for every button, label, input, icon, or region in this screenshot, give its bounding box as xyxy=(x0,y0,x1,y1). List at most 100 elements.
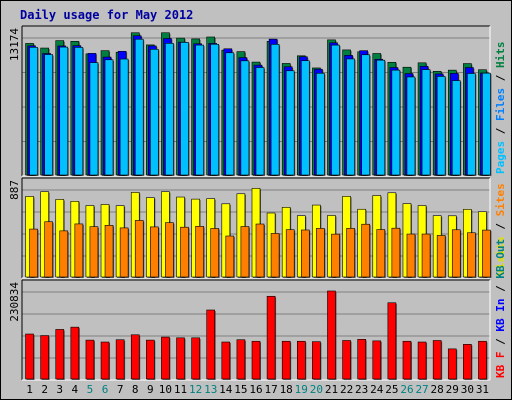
x-tick-label-13: 13 xyxy=(204,383,217,396)
bar-sites-day-17 xyxy=(270,233,280,278)
x-tick-label-18: 18 xyxy=(280,383,293,396)
legend-entry: KB F xyxy=(494,352,507,379)
bar-pages-day-21 xyxy=(331,44,340,176)
y-max-label: 230834 xyxy=(8,282,21,322)
bar-pages-day-19 xyxy=(300,60,310,176)
bar-kb-f-day-5 xyxy=(85,339,95,380)
panel-legend: Visits / Sites xyxy=(494,183,507,276)
legend-entry: Visits xyxy=(494,236,507,276)
bar-pages-day-15 xyxy=(240,60,250,176)
bar-pages-day-10 xyxy=(165,43,174,176)
legend-entry: Files xyxy=(494,88,507,121)
bar-sites-day-5 xyxy=(89,226,99,278)
bar-pages-day-14 xyxy=(225,52,235,176)
bar-sites-day-2 xyxy=(44,221,53,278)
bar-sites-day-29 xyxy=(451,229,461,278)
panel-legend: Pages / Files / Hits xyxy=(494,42,507,175)
x-tick-label-22: 22 xyxy=(340,383,353,396)
x-tick-label-20: 20 xyxy=(310,383,323,396)
bar-sites-day-20 xyxy=(316,228,325,278)
x-tick-label-2: 2 xyxy=(41,383,48,396)
x-tick-label-15: 15 xyxy=(234,383,247,396)
bar-pages-day-6 xyxy=(104,59,114,176)
bar-pages-day-4 xyxy=(74,47,84,176)
bar-kb-f-day-21 xyxy=(327,290,336,380)
bar-sites-day-6 xyxy=(104,225,114,278)
x-tick-label-31: 31 xyxy=(476,383,489,396)
bar-pages-day-1 xyxy=(29,47,38,176)
bar-kb-f-day-17 xyxy=(266,295,276,380)
legend-entry: Hits xyxy=(494,42,507,69)
bar-kb-f-day-1 xyxy=(25,333,34,380)
x-tick-label-27: 27 xyxy=(415,383,428,396)
x-tick-label-19: 19 xyxy=(295,383,308,396)
bar-pages-day-28 xyxy=(436,76,446,176)
legend-entry: KB In xyxy=(494,299,507,332)
x-tick-label-25: 25 xyxy=(385,383,398,396)
x-tick-label-5: 5 xyxy=(87,383,94,396)
bar-kb-f-day-2 xyxy=(40,335,49,380)
bar-pages-day-7 xyxy=(119,58,129,176)
x-tick-label-3: 3 xyxy=(56,383,63,396)
bar-sites-day-10 xyxy=(165,222,174,278)
bar-sites-day-26 xyxy=(406,233,416,278)
x-tick-label-11: 11 xyxy=(174,383,187,396)
bar-sites-day-22 xyxy=(346,228,355,278)
x-tick-label-28: 28 xyxy=(431,383,444,396)
bar-sites-day-9 xyxy=(150,226,159,278)
bar-pages-day-8 xyxy=(134,38,144,176)
bar-sites-day-13 xyxy=(210,228,220,278)
legend-entry: KB Out xyxy=(494,239,507,279)
bar-sites-day-24 xyxy=(376,229,386,278)
bar-kb-f-day-18 xyxy=(281,340,291,380)
bar-sites-day-30 xyxy=(467,232,476,278)
x-tick-label-9: 9 xyxy=(147,383,154,396)
legend-entry: / xyxy=(494,68,507,88)
bar-pages-day-26 xyxy=(406,76,416,176)
panel-visits-sites: 887 Visits / Sites xyxy=(8,177,507,279)
bar-kb-f-day-19 xyxy=(296,340,306,380)
legend-entry: / xyxy=(494,121,507,141)
bar-pages-day-11 xyxy=(180,42,189,176)
x-tick-label-26: 26 xyxy=(400,383,413,396)
panel-kbf-kbin-kbout: 230834 KB F / KB In / KB Out xyxy=(8,239,507,381)
bar-pages-day-13 xyxy=(210,43,220,176)
x-tick-label-24: 24 xyxy=(370,383,384,396)
x-tick-label-23: 23 xyxy=(355,383,368,396)
bar-sites-day-4 xyxy=(74,223,84,278)
bar-kb-f-day-30 xyxy=(463,344,472,380)
bar-kb-f-day-31 xyxy=(478,340,487,380)
x-tick-label-1: 1 xyxy=(26,383,33,396)
y-max-label: 887 xyxy=(8,180,21,200)
bar-pages-day-9 xyxy=(150,48,159,176)
bar-kb-f-day-9 xyxy=(146,339,155,380)
legend-entry: / xyxy=(494,279,507,299)
x-tick-label-6: 6 xyxy=(102,383,109,396)
bar-sites-day-27 xyxy=(421,233,431,278)
x-tick-label-14: 14 xyxy=(219,383,233,396)
bar-kb-f-day-15 xyxy=(236,339,246,380)
bar-sites-day-12 xyxy=(195,226,204,278)
bar-pages-day-22 xyxy=(346,58,355,176)
bar-sites-day-18 xyxy=(285,229,295,278)
x-tick-label-7: 7 xyxy=(117,383,124,396)
bar-pages-day-18 xyxy=(285,70,295,176)
bar-kb-f-day-25 xyxy=(387,302,397,380)
bar-sites-day-21 xyxy=(331,233,340,278)
bar-sites-day-11 xyxy=(180,226,189,278)
x-tick-label-29: 29 xyxy=(446,383,459,396)
bar-kb-f-day-16 xyxy=(251,340,261,380)
bar-sites-day-3 xyxy=(59,230,69,278)
bar-pages-day-23 xyxy=(361,54,370,176)
bar-sites-day-19 xyxy=(300,229,310,278)
bar-kb-f-day-4 xyxy=(70,326,80,380)
bar-kb-f-day-23 xyxy=(357,339,366,380)
bar-pages-day-29 xyxy=(451,80,461,176)
legend-entry: Pages xyxy=(494,141,507,174)
bar-pages-day-20 xyxy=(316,72,325,176)
bar-sites-day-28 xyxy=(436,235,446,278)
x-tick-label-30: 30 xyxy=(461,383,474,396)
bar-kb-f-day-11 xyxy=(176,337,185,380)
